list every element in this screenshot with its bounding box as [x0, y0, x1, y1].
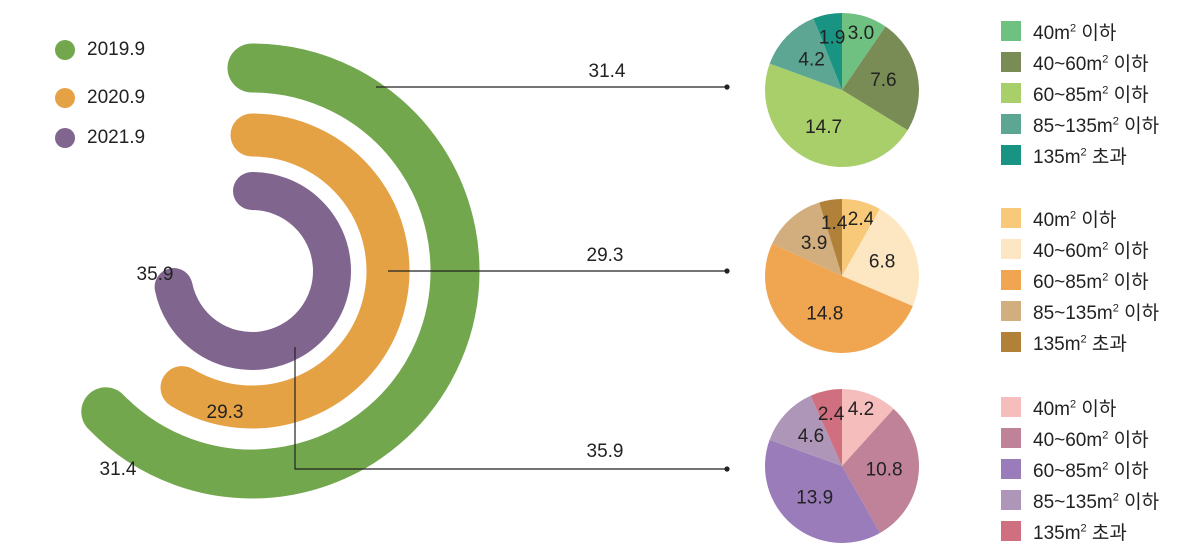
- legend-item-2021.9: 2021.9: [55, 124, 145, 152]
- pie-legend-item: 85~135m2 이하: [1001, 111, 1159, 137]
- pie-legend-item: 135m2 초과: [1001, 329, 1127, 355]
- pie-legend-label: 60~85m2 이하: [1033, 80, 1149, 107]
- pie-legend-item: 40~60m2 이하: [1001, 49, 1149, 75]
- pie-legend-label: 135m2 초과: [1033, 329, 1127, 356]
- pie-legend-item: 40~60m2 이하: [1001, 236, 1149, 262]
- pie-legend-swatch: [1001, 145, 1021, 165]
- pie-slice-label: 3.9: [801, 233, 827, 254]
- legend-dot: [55, 128, 75, 148]
- legend-item-2019.9: 2019.9: [55, 36, 145, 64]
- pie-legend-swatch: [1001, 490, 1021, 510]
- pie-legend-label: 40m2 이하: [1033, 205, 1116, 232]
- pie-legend-label: 40m2 이하: [1033, 18, 1116, 45]
- pie-legend-item: 60~85m2 이하: [1001, 267, 1149, 293]
- pie-slice-label: 1.9: [819, 28, 845, 49]
- pie-legend-item: 40m2 이하: [1001, 205, 1116, 231]
- ring-bar-2021.9: [174, 191, 332, 351]
- pie-slice-label: 4.6: [798, 426, 824, 447]
- pie-legend-swatch: [1001, 21, 1021, 41]
- connector-dot: [724, 466, 729, 471]
- legend-label: 2019.9: [87, 39, 145, 61]
- connector-dot: [724, 84, 729, 89]
- ring-value-label: 29.3: [207, 402, 244, 423]
- pie-slice-label: 10.8: [866, 460, 903, 481]
- pie-slice-label: 1.4: [821, 213, 848, 234]
- pie-legend-item: 85~135m2 이하: [1001, 298, 1159, 324]
- pie-legend-swatch: [1001, 301, 1021, 321]
- pie-legend-label: 85~135m2 이하: [1033, 298, 1159, 325]
- pie-legend-label: 40m2 이하: [1033, 394, 1116, 421]
- pie-charts: 3.07.614.74.21.92.46.814.83.91.44.210.81…: [765, 13, 919, 543]
- pie-slice-label: 13.9: [796, 487, 833, 508]
- radial-bars: 31.4 29.3 35.9: [100, 44, 455, 481]
- pie-legend-label: 40~60m2 이하: [1033, 425, 1149, 452]
- pie-total-label: 29.3: [587, 245, 624, 266]
- pie-legend-swatch: [1001, 83, 1021, 103]
- pie-slice-label: 14.8: [806, 304, 843, 325]
- pie-legend-label: 40~60m2 이하: [1033, 236, 1149, 263]
- legend-label: 2020.9: [87, 87, 145, 109]
- pie-chart-2: 2.4 6.8 14.8 3.91.4: [765, 199, 919, 353]
- pie-legend-label: 40~60m2 이하: [1033, 49, 1149, 76]
- pie-slice-label: 3.0: [848, 23, 874, 44]
- pie-slice-label: 4.2: [848, 399, 874, 420]
- pie-legend-swatch: [1001, 521, 1021, 541]
- legend-dot: [55, 40, 75, 60]
- legend-dot: [55, 88, 75, 108]
- pie-legend-item: 40m2 이하: [1001, 18, 1116, 44]
- pie-legend-swatch: [1001, 52, 1021, 72]
- ring-value-label: 31.4: [100, 459, 137, 480]
- ring-value-label: 35.9: [137, 264, 174, 285]
- pie-legend-label: 60~85m2 이하: [1033, 267, 1149, 294]
- pie-legend-label: 85~135m2 이하: [1033, 487, 1159, 514]
- legend-item-2020.9: 2020.9: [55, 84, 145, 112]
- pie-legend-item: 85~135m2 이하: [1001, 487, 1159, 513]
- pie-legend-label: 85~135m2 이하: [1033, 111, 1159, 138]
- pie-legend-swatch: [1001, 332, 1021, 352]
- pie-legend-swatch: [1001, 239, 1021, 259]
- pie-slice-label: 6.8: [869, 251, 895, 272]
- pie-legend-swatch: [1001, 208, 1021, 228]
- pie-legend-item: 135m2 초과: [1001, 142, 1127, 168]
- pie-slice-label: 2.4: [818, 404, 845, 425]
- pie-legend-swatch: [1001, 428, 1021, 448]
- ring-bar-start-2019.9: [251, 44, 253, 93]
- pie-legend-label: 135m2 초과: [1033, 142, 1127, 169]
- pie-legend-label: 60~85m2 이하: [1033, 456, 1149, 483]
- ring-bar-start-2020.9: [251, 114, 253, 157]
- pie-legend-item: 40~60m2 이하: [1001, 425, 1149, 451]
- pie-legend-swatch: [1001, 270, 1021, 290]
- pie-slice-label: 14.7: [805, 117, 842, 138]
- pie-legend-item: 40m2 이하: [1001, 394, 1116, 420]
- pie-legend-swatch: [1001, 114, 1021, 134]
- pie-total-label: 35.9: [587, 441, 624, 462]
- ring-bar-2020.9: [182, 135, 388, 407]
- pie-total-label: 31.4: [589, 61, 626, 82]
- legend-label: 2021.9: [87, 127, 145, 149]
- pie-chart-3: 4.2 10.8 13.9 4.62.4: [765, 389, 919, 543]
- ring-bar-start-2021.9: [251, 172, 253, 210]
- pie-legend-swatch: [1001, 397, 1021, 417]
- pie-legend-item: 60~85m2 이하: [1001, 80, 1149, 106]
- pie-legend-swatch: [1001, 459, 1021, 479]
- pie-legend-item: 135m2 초과: [1001, 518, 1127, 544]
- pie-slice-label: 4.2: [798, 50, 824, 71]
- pie-chart-1: 3.0 7.6 14.7 4.21.9: [765, 13, 919, 167]
- pie-legend-label: 135m2 초과: [1033, 518, 1127, 545]
- connector-dot: [724, 268, 729, 273]
- pie-slice-label: 7.6: [870, 70, 896, 91]
- pie-legend-item: 60~85m2 이하: [1001, 456, 1149, 482]
